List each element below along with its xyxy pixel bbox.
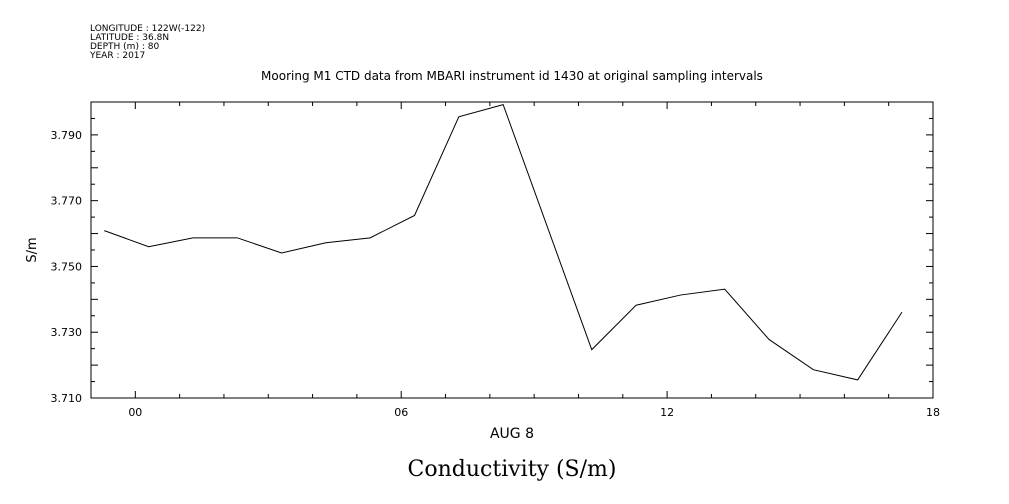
plot-frame xyxy=(90,101,934,399)
x-tick-label: 18 xyxy=(926,406,940,419)
header-info: LONGITUDE : 122W(-122) LATITUDE : 36.8N … xyxy=(89,24,205,61)
y-tick-label: 3.730 xyxy=(51,326,83,339)
x-tick-label: 06 xyxy=(394,406,408,419)
y-axis-label: S/m xyxy=(25,237,40,262)
chart-title: Mooring M1 CTD data from MBARI instrumen… xyxy=(261,69,763,83)
x-tick-label: 00 xyxy=(128,406,142,419)
x-tick-label: 12 xyxy=(660,406,674,419)
y-tick-label: 3.770 xyxy=(51,195,83,208)
y-tick-label: 3.710 xyxy=(51,392,83,405)
longitude-label: LONGITUDE : 122W(-122) xyxy=(90,24,205,34)
year-label: YEAR : 2017 xyxy=(89,51,145,61)
y-tick-label: 3.790 xyxy=(51,129,83,142)
y-tick-label: 3.750 xyxy=(51,260,83,273)
x-axis-label: AUG 8 xyxy=(490,426,534,442)
latitude-label: LATITUDE : 36.8N xyxy=(90,33,169,43)
depth-label: DEPTH (m) : 80 xyxy=(90,42,159,52)
series-line xyxy=(104,104,903,381)
chart-caption: Conductivity (S/m) xyxy=(408,457,617,482)
